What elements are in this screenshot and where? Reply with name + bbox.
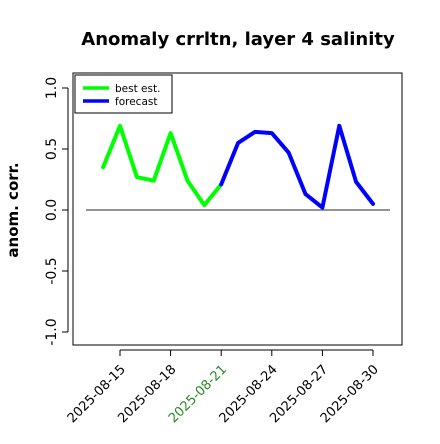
plot-layer: [86, 126, 390, 210]
y-tick-label-3: 0.5: [44, 138, 60, 160]
legend-label-forecast: forecast: [115, 96, 157, 108]
y-tick-label-2: 0.0: [44, 199, 60, 221]
y-tick-label-4: 1.0: [44, 77, 60, 99]
y-tick-label-1: -0.5: [44, 257, 60, 284]
plot-frame: [73, 73, 402, 345]
legend: best est. forecast: [75, 75, 172, 113]
y-tick-label-0: -1.0: [44, 318, 60, 345]
series-line-best-est: [103, 126, 221, 205]
y-axis-label: anom. corr.: [4, 162, 22, 257]
legend-label-best-est: best est.: [115, 83, 160, 95]
axis-layer: -1.0-0.50.00.51.02025-08-152025-08-18202…: [44, 77, 382, 426]
chart-title: Anomaly crrltn, layer 4 salinity: [81, 29, 395, 50]
series-line-forecast: [221, 126, 373, 208]
